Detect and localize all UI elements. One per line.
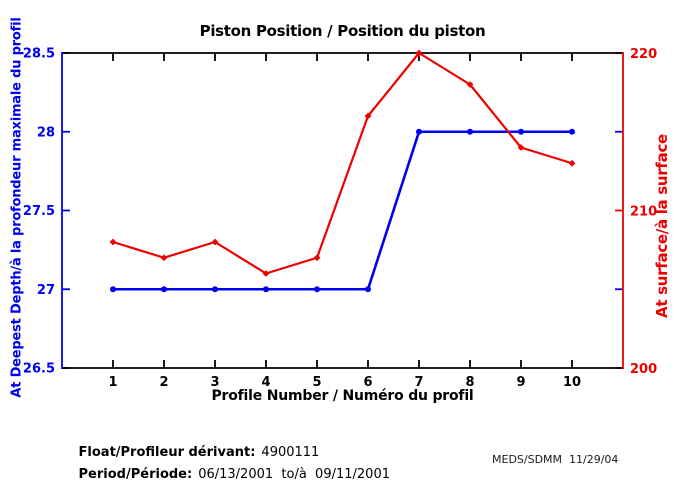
left-tick-label: 27.5 (23, 204, 55, 219)
marker-diamond (364, 112, 372, 120)
credit-stamp: MEDS/SDMM 11/29/04 (492, 453, 619, 466)
series-piston-at-deepest-depth (110, 128, 575, 293)
right-tick-label: 210 (630, 205, 657, 220)
x-tick-label: 3 (210, 375, 219, 390)
marker-diamond (109, 238, 117, 246)
right-tick-label: 200 (630, 362, 657, 377)
left-y-axis-label: At Deepest Depth/à la profondeur maximal… (9, 17, 25, 398)
series-line-piston-at-surface (112, 51, 573, 275)
period-label: Period/Période: (78, 467, 193, 482)
marker-circle (365, 286, 371, 293)
right-side-mirror-ticks (615, 130, 623, 291)
chart-title: Piston Position / Position du piston (199, 22, 486, 40)
footer-period-line: Period/Période: 06/13/2001 to/à 09/11/200… (62, 452, 390, 497)
marker-diamond (517, 144, 525, 151)
x-axis-ticks: 1 2 3 4 5 6 7 8 9 10 (108, 53, 581, 390)
period-value: 06/13/2001 to/à 09/11/2001 (198, 467, 390, 482)
x-tick-label: 1 (108, 375, 117, 390)
marker-circle (569, 128, 575, 135)
marker-circle (416, 128, 422, 135)
marker-diamond (313, 254, 321, 262)
marker-circle (212, 286, 218, 293)
series-piston-at-surface (109, 49, 576, 277)
marker-circle (110, 286, 116, 293)
marker-circle (518, 128, 524, 135)
left-tick-label: 27 (37, 283, 55, 298)
marker-diamond (262, 270, 270, 277)
x-tick-label: 2 (159, 375, 168, 390)
right-axis-ticks: 200 210 220 (615, 47, 657, 377)
marker-circle (263, 286, 269, 293)
marker-diamond (211, 238, 219, 246)
x-tick-label: 4 (261, 375, 270, 390)
float-label: Float/Profileur dérivant: (78, 445, 256, 460)
marker-circle (161, 286, 167, 293)
x-tick-label: 10 (563, 375, 581, 390)
axes-frame (61, 52, 624, 369)
float-value: 4900111 (261, 445, 320, 460)
left-tick-label: 26.5 (23, 362, 55, 377)
x-tick-label: 6 (363, 375, 372, 390)
x-axis-label: Profile Number / Numéro du profil (211, 388, 474, 404)
left-axis-ticks: 26.5 27 27.5 28 28.5 (23, 47, 70, 377)
series-line-piston-at-deepest-depth (113, 130, 572, 291)
right-tick-label: 220 (630, 47, 657, 62)
x-tick-label: 7 (414, 375, 423, 390)
piston-position-chart: 1 2 3 4 5 6 7 8 9 10 26.5 27 27.5 28 28.5 200 210 220 (23, 47, 657, 391)
left-tick-label: 28 (37, 125, 55, 140)
marker-diamond (415, 49, 423, 57)
right-y-axis-label: At surface/à la surface (653, 134, 671, 318)
marker-diamond (160, 254, 168, 262)
x-tick-label: 9 (516, 375, 525, 390)
marker-circle (314, 286, 320, 293)
footer-float-line: Float/Profileur dérivant: 4900111 (62, 430, 320, 475)
marker-diamond (466, 81, 474, 88)
x-tick-label: 8 (465, 375, 474, 390)
marker-diamond (568, 159, 576, 167)
x-tick-label: 5 (312, 375, 321, 390)
left-tick-label: 28.5 (23, 47, 55, 62)
marker-circle (467, 128, 473, 135)
